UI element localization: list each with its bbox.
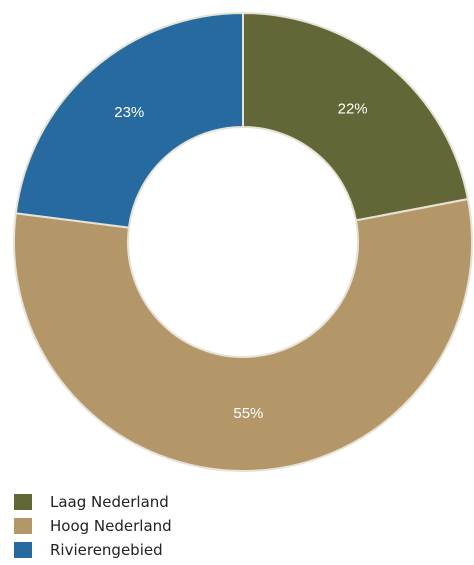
donut-slices — [13, 11, 473, 472]
legend-label: Laag Nederland — [50, 493, 169, 511]
legend-swatch — [14, 494, 32, 510]
slice-value-label: 23% — [114, 104, 144, 121]
slice-value-label: 55% — [233, 405, 263, 422]
slice-labels: 22% 55% 23% — [114, 100, 367, 421]
legend-item: Hoog Nederland — [14, 514, 454, 538]
donut-slice-rivierengebied — [14, 11, 244, 229]
legend-label: Rivierengebied — [50, 541, 163, 559]
slice-value-label: 22% — [338, 100, 368, 117]
legend-swatch — [14, 542, 32, 558]
donut-chart: 22% 55% 23% — [13, 11, 473, 472]
legend-swatch — [14, 518, 32, 534]
legend-label: Hoog Nederland — [50, 517, 172, 535]
chart-legend: Laag Nederland Hoog Nederland Rivierengebi… — [14, 490, 454, 562]
legend-item: Laag Nederland — [14, 490, 454, 514]
donut-slice-hoog-nederland — [13, 197, 473, 472]
donut-slice-laag-nederland — [242, 11, 470, 222]
legend-item: Rivierengebied — [14, 538, 454, 562]
